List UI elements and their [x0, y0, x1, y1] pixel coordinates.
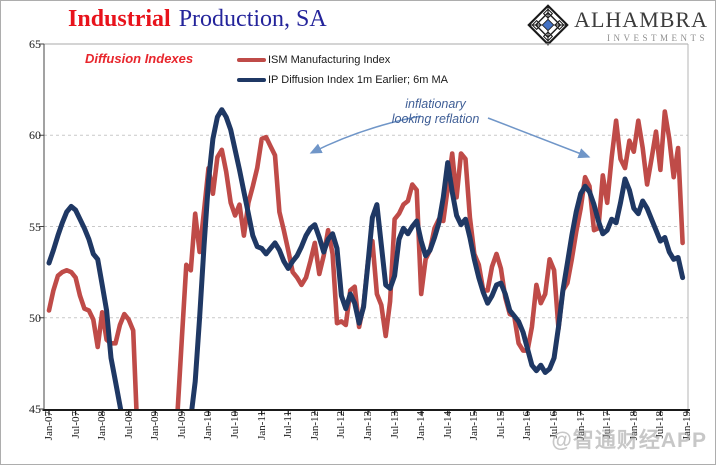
x-axis-label: Jul-12: [335, 411, 348, 439]
legend-swatch-ism: [237, 58, 266, 62]
y-axis-label: 60: [29, 128, 41, 143]
page-title-rest: Production, SA: [178, 6, 327, 32]
x-axis-label: Jul-08: [122, 411, 135, 439]
alhambra-logo: ALHAMBRA INVESTMENTS: [527, 4, 708, 46]
x-axis-label: Jul-15: [494, 411, 507, 439]
y-axis-label: 45: [29, 402, 41, 416]
annotation-inflationary-reflation: inflationary looking reflation: [353, 97, 518, 127]
series-line-ip-diffusion: [46, 107, 686, 409]
legend-label-ism: ISM Manufacturing Index: [268, 54, 391, 66]
x-axis-label: Jan-13: [361, 411, 374, 441]
y-axis-label: 65: [29, 37, 41, 51]
logo-text: ALHAMBRA INVESTMENTS: [574, 6, 708, 43]
legend-swatch-ip: [237, 78, 266, 82]
watermark: @智通财经APP: [551, 429, 707, 452]
logo-tagline: INVESTMENTS: [607, 32, 708, 43]
legend-label-ip: IP Diffusion Index 1m Earlier; 6m MA: [268, 74, 448, 86]
x-axis-label: Jul-10: [229, 411, 242, 439]
axes: [39, 43, 690, 416]
page-title-accent: Industrial: [68, 6, 171, 32]
series-lines: [46, 107, 686, 409]
page-title: Industrial Production, SA: [68, 6, 327, 33]
annotation-arrow-right: [487, 117, 591, 159]
x-axis-label: Jan-15: [468, 411, 481, 441]
annotation-line2: looking reflation: [391, 112, 480, 126]
y-axis-label: 50: [29, 310, 41, 325]
x-axis-label: Jul-07: [69, 411, 82, 439]
x-axis-label: Jan-14: [415, 411, 428, 441]
gridlines: [44, 43, 689, 409]
chart-subtitle: Diffusion Indexes: [85, 51, 194, 66]
x-axis-label: Jan-07: [43, 411, 55, 441]
legend-item-ism: ISM Manufacturing Index: [237, 50, 448, 70]
legend: ISM Manufacturing Index IP Diffusion Ind…: [237, 50, 448, 90]
x-axis-label: Jan-09: [149, 411, 162, 441]
logo-name: ALHAMBRA: [574, 6, 708, 32]
legend-item-ip: IP Diffusion Index 1m Earlier; 6m MA: [237, 70, 448, 90]
x-axis-label: Jul-09: [175, 411, 188, 439]
y-axis-label: 55: [29, 219, 41, 234]
x-axis-label: Jan-10: [202, 411, 215, 441]
x-axis-label: Jul-13: [388, 411, 401, 439]
x-axis-label: Jul-14: [441, 411, 454, 439]
x-axis-label: Jan-08: [96, 411, 109, 441]
x-axis-label: Jan-12: [308, 411, 321, 441]
annotation-arrow-left: [309, 115, 422, 154]
x-axis-label: Jan-16: [521, 411, 534, 441]
x-axis-label: Jul-11: [282, 411, 295, 439]
x-axis-label: Jan-11: [255, 411, 268, 440]
annotation-arrows: [309, 115, 591, 159]
annotation-line1: inflationary: [405, 97, 466, 111]
